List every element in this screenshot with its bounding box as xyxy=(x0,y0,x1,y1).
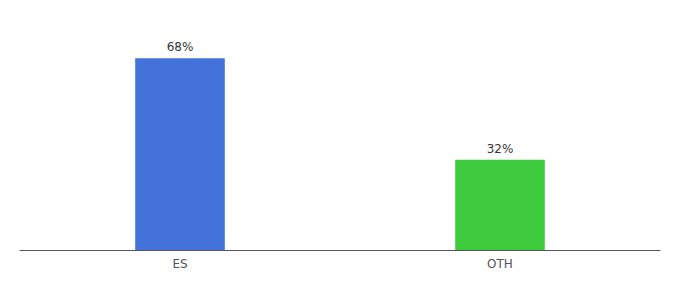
svg-text:32%: 32% xyxy=(487,142,514,156)
svg-text:68%: 68% xyxy=(167,40,194,54)
svg-text:ES: ES xyxy=(172,257,187,271)
svg-text:OTH: OTH xyxy=(487,257,513,271)
